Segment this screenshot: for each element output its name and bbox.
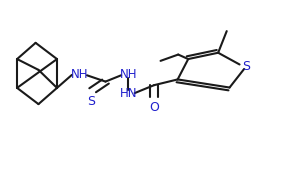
Text: O: O: [149, 101, 159, 114]
Text: S: S: [242, 60, 250, 73]
Text: NH: NH: [120, 68, 137, 81]
Text: NH: NH: [71, 68, 89, 81]
Text: S: S: [87, 95, 95, 108]
Text: HN: HN: [120, 87, 137, 100]
